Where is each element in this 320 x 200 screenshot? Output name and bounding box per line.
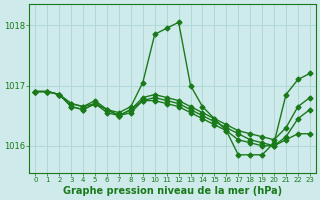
X-axis label: Graphe pression niveau de la mer (hPa): Graphe pression niveau de la mer (hPa) (63, 186, 282, 196)
